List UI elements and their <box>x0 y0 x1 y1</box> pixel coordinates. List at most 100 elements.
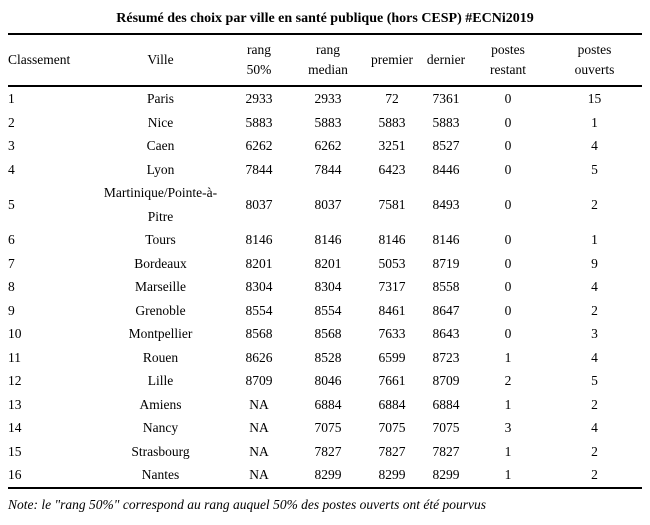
cell-classement: 2 <box>8 114 15 130</box>
cell-classement: 12 <box>8 373 22 388</box>
cell-rang-50: NA <box>249 420 269 435</box>
cell-rang-median: 8528 <box>314 349 342 365</box>
table-row: 16 Nantes NA 8299 8299 8299 1 2 <box>8 463 642 488</box>
table-row: 1 Paris 2933 2933 72 7361 0 15 <box>8 86 642 111</box>
cell-ville: Lyon <box>146 161 175 177</box>
cell-dernier: 8146 <box>432 232 460 247</box>
page-title: Résumé des choix par ville en santé publ… <box>116 11 534 26</box>
cell-premier: 6884 <box>378 396 406 412</box>
cell-classement: 4 <box>8 161 15 177</box>
cell-dernier: 8647 <box>432 302 460 318</box>
header-cell-ville: Ville <box>98 34 223 87</box>
cell-ville: Marseille <box>135 279 186 294</box>
table-row: 4 Lyon 7844 7844 6423 8446 0 5 <box>8 158 642 182</box>
cell-postes-restant: 0 <box>504 161 512 177</box>
cell-postes-restant: 1 <box>504 443 512 459</box>
cell-dernier: 8643 <box>432 326 460 341</box>
table-row: 8 Marseille 8304 8304 7317 8558 0 4 <box>8 275 642 299</box>
header-cell-rang-median: rang median <box>295 34 361 87</box>
table-row: 13 Amiens NA 6884 6884 6884 1 2 <box>8 393 642 417</box>
cell-ville: Amiens <box>139 396 182 412</box>
cell-rang-50: 8626 <box>245 349 273 365</box>
cell-ville: Nice <box>147 114 174 130</box>
cell-ville: Nancy <box>142 420 179 435</box>
cell-premier: 7661 <box>378 373 406 388</box>
cell-postes-restant: 1 <box>504 396 512 412</box>
cell-rang-median: 7827 <box>314 443 342 459</box>
cell-dernier: 8527 <box>432 138 460 153</box>
cell-rang-50: 7844 <box>245 161 273 177</box>
footnote: Note: le "rang 50%" correspond au rang a… <box>8 496 487 512</box>
cell-premier: 7827 <box>378 443 406 459</box>
cell-postes-ouverts: 2 <box>591 396 598 412</box>
cell-premier: 8461 <box>378 302 406 318</box>
cell-ville: Paris <box>147 91 174 106</box>
cell-premier: 6423 <box>378 161 406 177</box>
cell-rang-median: 5883 <box>314 114 342 130</box>
table-body: 1 Paris 2933 2933 72 7361 0 15 2 Nice 5883 5883 5883… <box>8 86 642 488</box>
cell-postes-ouverts: 15 <box>587 91 602 106</box>
cell-postes-ouverts: 2 <box>591 302 598 318</box>
table-row: 10 Montpellier 8568 8568 7633 8643 0 3 <box>8 322 642 346</box>
table-row: 5 Martinique/Pointe-à-Pitre 8037 8037 7581 84… <box>8 181 642 228</box>
cell-postes-restant: 0 <box>504 232 512 247</box>
cell-dernier: 8719 <box>432 255 460 271</box>
cell-postes-restant: 0 <box>504 255 512 271</box>
cell-premier: 6599 <box>378 349 406 365</box>
cell-dernier: 8723 <box>432 349 460 365</box>
cell-rang-50: 6262 <box>245 138 273 153</box>
cell-dernier: 7827 <box>432 443 460 459</box>
cell-ville: Martinique/Pointe-à-Pitre <box>103 185 218 224</box>
cell-postes-ouverts: 1 <box>591 232 598 247</box>
cell-rang-50: NA <box>249 396 269 412</box>
cell-rang-50: 5883 <box>245 114 273 130</box>
cell-postes-restant: 3 <box>504 420 512 435</box>
cell-classement: 15 <box>8 443 22 459</box>
cell-ville: Tours <box>145 232 176 247</box>
cell-rang-50: NA <box>249 443 269 459</box>
cell-postes-restant: 0 <box>504 138 512 153</box>
cell-postes-restant: 2 <box>504 373 512 388</box>
table-row: 14 Nancy NA 7075 7075 7075 3 4 <box>8 416 642 440</box>
cell-classement: 5 <box>8 196 15 212</box>
table-row: 2 Nice 5883 5883 5883 5883 0 1 <box>8 111 642 135</box>
header-cell-dernier: dernier <box>423 34 469 87</box>
cell-postes-ouverts: 1 <box>591 114 598 130</box>
cell-rang-median: 8299 <box>314 467 342 482</box>
cell-postes-ouverts: 5 <box>591 373 598 388</box>
cell-rang-50: 8146 <box>245 232 273 247</box>
cell-postes-restant: 0 <box>504 279 512 294</box>
cell-postes-ouverts: 3 <box>591 326 598 341</box>
cell-classement: 8 <box>8 279 15 294</box>
cell-postes-restant: 1 <box>504 349 512 365</box>
header-cell-postes-ouverts: postes ouverts <box>547 34 642 87</box>
cell-postes-ouverts: 4 <box>591 138 598 153</box>
header-row: Classement Ville rang 50% rang median pr… <box>8 34 642 87</box>
header-cell-rang-50: rang 50% <box>223 34 295 87</box>
cell-rang-median: 8304 <box>314 279 342 294</box>
cell-rang-50: 2933 <box>245 91 273 106</box>
cell-classement: 6 <box>8 232 15 247</box>
cell-postes-restant: 1 <box>504 467 512 482</box>
cell-postes-restant: 0 <box>504 91 512 106</box>
table-row: 6 Tours 8146 8146 8146 8146 0 1 <box>8 228 642 252</box>
table-row: 11 Rouen 8626 8528 6599 8723 1 4 <box>8 346 642 370</box>
table-row: 12 Lille 8709 8046 7661 8709 2 5 <box>8 369 642 393</box>
header-cell-classement: Classement <box>8 34 98 87</box>
cell-rang-median: 7844 <box>314 161 342 177</box>
cell-dernier: 5883 <box>432 114 460 130</box>
table-row: 15 Strasbourg NA 7827 7827 7827 1 2 <box>8 440 642 464</box>
cell-classement: 16 <box>8 467 22 482</box>
cell-classement: 1 <box>8 91 15 106</box>
cell-postes-restant: 0 <box>504 196 512 212</box>
cell-premier: 7317 <box>378 279 406 294</box>
cell-rang-median: 6262 <box>314 138 342 153</box>
cell-rang-50: 8201 <box>245 255 273 271</box>
cell-premier: 5053 <box>378 255 406 271</box>
header-cell-postes-restant: postes restant <box>469 34 547 87</box>
cell-premier: 7075 <box>378 420 406 435</box>
results-table: Classement Ville rang 50% rang median pr… <box>8 33 642 489</box>
cell-rang-median: 2933 <box>314 91 342 106</box>
cell-postes-ouverts: 2 <box>591 443 598 459</box>
